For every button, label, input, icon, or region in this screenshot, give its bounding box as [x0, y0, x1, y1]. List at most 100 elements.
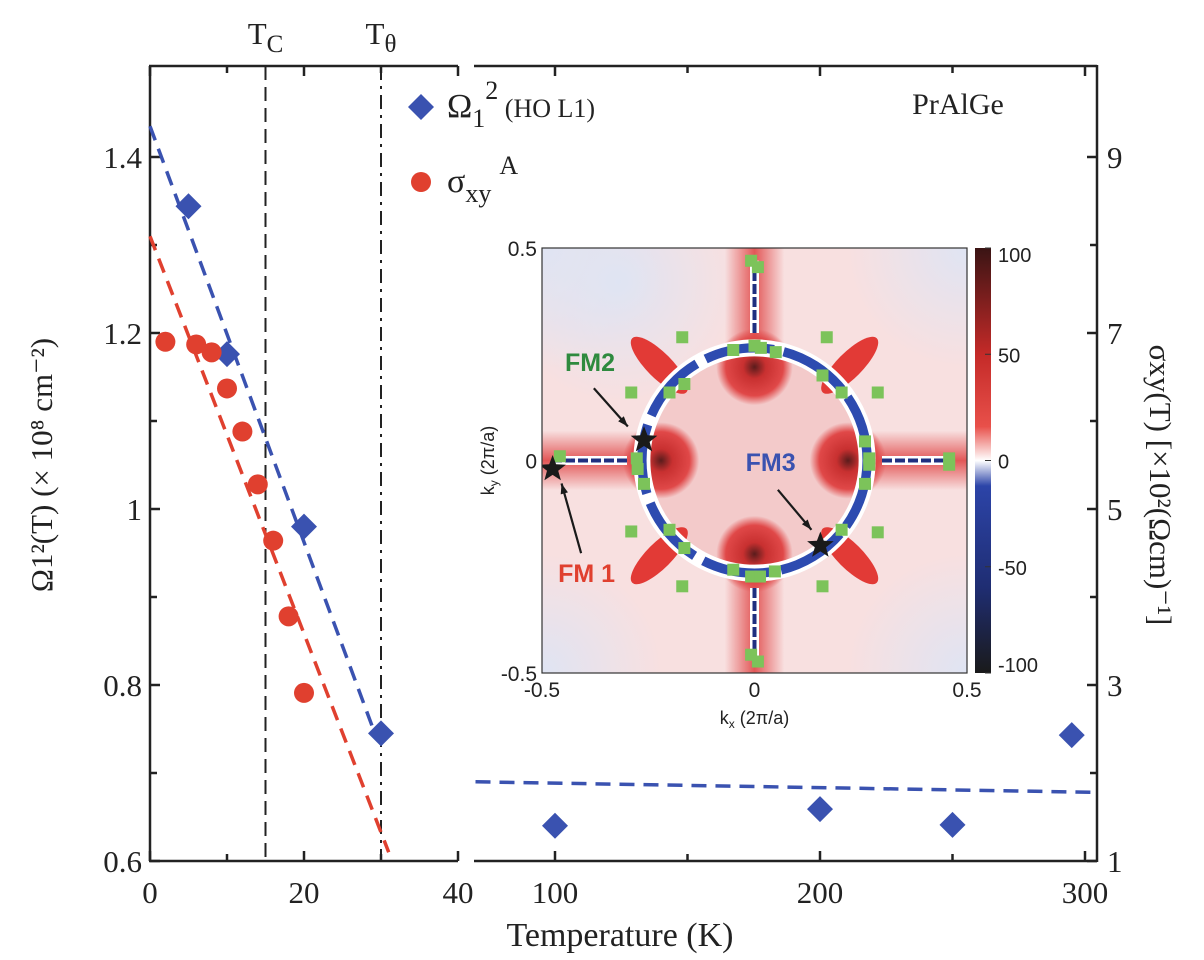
- colorbar-tick-label: 100: [998, 245, 1031, 267]
- data-point-diamond: [291, 513, 317, 540]
- green-marker: [835, 523, 848, 536]
- green-marker: [871, 386, 884, 399]
- x-tick-label: 40: [443, 875, 474, 910]
- green-marker: [625, 386, 638, 399]
- data-point-circle: [155, 331, 176, 352]
- x-tick-label: 100: [532, 875, 579, 910]
- green-marker: [630, 452, 643, 465]
- data-point-circle: [247, 474, 268, 495]
- legend-label: Ω12 (HO L1): [447, 76, 595, 133]
- fit-line-0: [148, 125, 377, 735]
- star-marker: [630, 426, 658, 452]
- colorbar-tick-label: 50: [998, 345, 1020, 367]
- point-label: FM 1: [558, 560, 615, 588]
- green-marker: [816, 580, 829, 593]
- y-axis-label-left: Ω1²(T) (× 10⁸ cm⁻²): [24, 338, 59, 592]
- arrow-head: [618, 416, 628, 427]
- colorbar-tick-label: 0: [998, 452, 1009, 474]
- data-point-diamond: [1058, 722, 1085, 749]
- heatmap-inner-region: [639, 345, 870, 576]
- green-marker: [754, 570, 767, 583]
- green-marker: [943, 458, 956, 471]
- vline-label: TC: [248, 16, 284, 58]
- green-marker: [768, 565, 781, 578]
- arrow-head: [560, 483, 568, 495]
- green-marker: [816, 369, 829, 382]
- y-tick-label-left: 1.2: [103, 316, 142, 351]
- heatmap-blue-region: [542, 553, 662, 673]
- y-tick-label-left: 1.4: [103, 140, 142, 175]
- green-marker: [859, 477, 871, 490]
- data-point-diamond: [175, 193, 202, 220]
- data-point-circle: [217, 378, 237, 399]
- x-axis-label: Temperature (K): [507, 917, 734, 954]
- y-axis-label-right: σxy(T) [×10²(Ωcm)⁻¹]: [1143, 345, 1178, 626]
- inset-y-axis-label: ky (2π/a): [478, 426, 501, 495]
- data-marks: [148, 66, 1099, 861]
- data-point-circle: [278, 606, 299, 627]
- data-point-circle: [232, 421, 253, 442]
- green-marker: [663, 523, 676, 536]
- data-point-diamond: [368, 720, 394, 747]
- green-marker: [727, 344, 740, 356]
- green-marker: [676, 580, 689, 593]
- inset-heatmap: FM 1 FM2 FM3: [541, 247, 991, 674]
- green-marker: [727, 563, 740, 576]
- x-tick-label: 20: [289, 875, 320, 910]
- x-tick-label: 0: [142, 875, 158, 910]
- inset-x-tick-label: 0: [749, 679, 761, 702]
- heatmap-image: FM 1 FM2 FM3: [542, 248, 967, 673]
- green-marker: [871, 526, 884, 539]
- y-tick-label-right: 7: [1107, 316, 1123, 351]
- x-tick-label: 300: [1062, 875, 1109, 910]
- data-point-circle: [201, 342, 222, 363]
- inset-x-tick-label: 0.5: [952, 679, 981, 702]
- green-marker: [863, 458, 876, 471]
- data-point-circle: [263, 530, 284, 551]
- legend-circle-icon: [411, 172, 431, 192]
- y-tick-label-left: 0.8: [103, 668, 142, 703]
- arrow-line: [560, 483, 583, 554]
- colorbar-tick-label: -100: [998, 655, 1038, 677]
- green-marker: [769, 346, 782, 359]
- green-marker: [631, 463, 644, 475]
- green-marker: [676, 331, 689, 344]
- vline-label: Tθ: [366, 16, 397, 58]
- green-marker: [751, 655, 764, 668]
- colorbar-tick-label: -50: [998, 558, 1027, 580]
- inset-frame: [541, 247, 968, 674]
- data-point-diamond: [939, 811, 966, 838]
- green-marker: [678, 378, 691, 390]
- green-marker: [678, 542, 691, 555]
- green-marker: [663, 386, 676, 399]
- inset-x-axis-label: kx (2π/a): [720, 708, 789, 731]
- y-tick-label-left: 0.6: [103, 844, 142, 879]
- fit-line-2: [475, 780, 1099, 795]
- y-tick-label-left: 1: [127, 492, 143, 527]
- inset-y-tick-label: -0.5: [501, 663, 537, 686]
- annotation-label: PrAlGe: [912, 88, 1004, 121]
- x-tick-label: 200: [797, 875, 844, 910]
- green-marker: [820, 331, 833, 344]
- point-label: FM3: [746, 449, 796, 477]
- inset-y-tick-label: 0: [525, 451, 537, 474]
- y-tick-label-right: 1: [1107, 844, 1123, 879]
- legend-entry: Ω12 (HO L1): [408, 76, 595, 133]
- legend-label: σxyA: [447, 151, 518, 208]
- data-point-circle: [186, 334, 207, 355]
- data-point-circle: [294, 682, 314, 703]
- star-marker: [542, 455, 566, 481]
- y-tick-label-right: 9: [1107, 140, 1123, 175]
- heatmap-blue-region: [847, 248, 967, 368]
- inset-y-tick-label: 0.5: [508, 238, 537, 261]
- green-marker: [638, 477, 650, 490]
- green-marker: [553, 450, 566, 463]
- data-point-diamond: [542, 812, 568, 839]
- green-marker: [754, 341, 767, 354]
- green-marker: [859, 435, 871, 448]
- legend-diamond-icon: [408, 94, 434, 120]
- inset-x-tick-label: -0.5: [524, 679, 560, 702]
- legend-entry: σxyA: [411, 151, 518, 208]
- green-marker: [835, 386, 848, 399]
